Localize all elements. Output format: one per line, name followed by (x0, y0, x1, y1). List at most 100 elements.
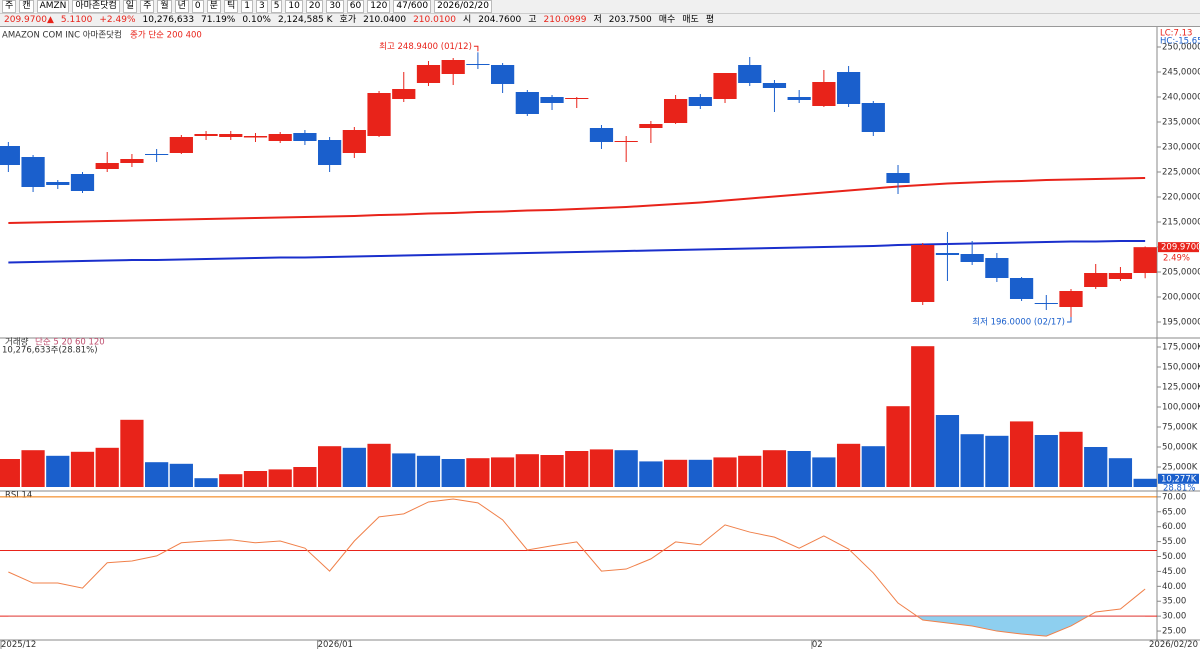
volume-bar (639, 461, 663, 487)
candle-body (762, 83, 787, 88)
volume-bar (787, 451, 811, 487)
toolbar-button[interactable]: 30 (326, 0, 344, 13)
quote-field: 시 (463, 15, 472, 25)
toolbar-button[interactable]: AMZN (36, 0, 70, 13)
toolbar-button[interactable]: 2026/02/20 (434, 0, 492, 13)
last-change: 2.49% (1163, 254, 1190, 264)
y-tick-label: 230,0000 (1162, 143, 1200, 153)
candle-body (861, 103, 885, 132)
toolbar-button[interactable]: 분 (206, 0, 221, 13)
candle-body (1108, 273, 1133, 279)
candle-body (713, 73, 737, 99)
volume-bar (145, 462, 169, 487)
candle-body (738, 65, 762, 83)
toolbar-button[interactable]: 20 (305, 0, 324, 13)
quote-field: 203.7500 (608, 15, 652, 25)
quote-field: 10,276,633 (142, 15, 195, 25)
candle-body (95, 163, 119, 169)
quote-field: 210.0400 (363, 15, 407, 25)
toolbar-button[interactable]: 0 (191, 0, 204, 13)
candle-body (540, 97, 564, 103)
candle-body (787, 97, 811, 100)
y-tick-label: 55.00 (1162, 537, 1186, 547)
quote-field: 매도 (682, 15, 699, 25)
volume-bar (0, 459, 20, 487)
toolbar: 주 캔 AMZN 아마존닷컴 일 주 월 년 0 분 틱 1 3 5 10 20 30 60 120 47/600 20… (0, 0, 1200, 14)
toolbar-button[interactable]: 년 (174, 0, 189, 13)
candle-body (911, 245, 935, 302)
candle-body (392, 89, 416, 99)
quote-field: 5.1100 (60, 15, 93, 25)
y-tick-label: 40.00 (1162, 582, 1186, 592)
quote-field: 210.0100 (413, 15, 457, 25)
y-tick-label: 245,0000 (1162, 68, 1200, 78)
candle-body (367, 93, 391, 136)
candle-body (1133, 247, 1157, 273)
rsi-line (8, 498, 1146, 637)
toolbar-button[interactable]: 주 (140, 0, 155, 13)
volume-bar (614, 450, 638, 487)
volume-bar (194, 478, 218, 487)
volume-bar (441, 459, 465, 487)
chart: 195,0000200,0000205,0000210,0000215,0000… (0, 27, 1200, 649)
volume-bar (342, 447, 366, 487)
volume-bar (95, 447, 119, 487)
toolbar-button[interactable]: 3 (255, 0, 268, 13)
volume-bar (243, 471, 268, 487)
rsi-fill (917, 616, 1089, 637)
volume-bar (861, 446, 885, 487)
toolbar-button[interactable]: 120 (367, 0, 391, 13)
volume-bar (21, 450, 45, 487)
y-tick-label: 25.00 (1162, 627, 1186, 637)
volume-bar (392, 453, 416, 487)
y-tick-label: 75,000K (1162, 423, 1198, 433)
volume-bar (589, 449, 614, 487)
y-tick-label: 175,000K (1162, 343, 1200, 353)
candle-body (46, 182, 70, 185)
y-tick-label: 125,000K (1162, 383, 1200, 393)
volume-bar (836, 443, 861, 487)
volume-bar (713, 457, 737, 487)
candle-body (70, 174, 95, 191)
candle-body (1034, 303, 1058, 304)
toolbar-button[interactable]: 주 (2, 0, 17, 13)
quote-field: 평 (705, 15, 715, 25)
toolbar-button[interactable]: 일 (122, 0, 138, 13)
toolbar-button[interactable]: 틱 (223, 0, 239, 13)
volume-bar (70, 451, 95, 487)
panel-note: 10,276,633주(28.81%) (2, 346, 98, 356)
y-tick-label: 100,000K (1162, 403, 1200, 413)
y-tick-label: 60.00 (1162, 522, 1186, 532)
annotation: 최저 196.0000 (02/17) (972, 317, 1065, 328)
quote-field: 209.9700▲ (4, 15, 54, 25)
quote-field: 호가 (339, 15, 357, 25)
last-price-box (1158, 242, 1199, 253)
candle-body (219, 134, 243, 137)
last-volume: 10,277K (1161, 474, 1197, 484)
candle-body (145, 154, 169, 155)
toolbar-button[interactable]: 월 (157, 0, 172, 13)
x-tick-label: 2025/12 (1, 640, 36, 649)
y-tick-label: 25,000K (1162, 463, 1198, 473)
toolbar-button[interactable]: 5 (270, 0, 283, 13)
candle-body (120, 159, 144, 163)
y-tick-label: 30.00 (1162, 612, 1186, 622)
candle-body (688, 97, 712, 106)
y-tick-label: 35.00 (1162, 597, 1186, 607)
panel-title: RSI 14 (5, 491, 32, 501)
toolbar-button[interactable]: 47/600 (393, 0, 432, 13)
y-tick-label: 45.00 (1162, 567, 1186, 577)
candle-body (515, 92, 539, 114)
toolbar-button[interactable]: 아마존닷컴 (72, 0, 120, 13)
toolbar-button[interactable]: 10 (285, 0, 303, 13)
toolbar-button[interactable]: 60 (346, 0, 365, 13)
candle-body (318, 140, 342, 165)
candle-body (1009, 278, 1034, 299)
candle-body (21, 157, 45, 187)
volume-bar (985, 435, 1009, 487)
toolbar-button[interactable]: 1 (241, 0, 253, 13)
candle-body (589, 128, 614, 142)
toolbar-button[interactable]: 캔 (19, 0, 34, 13)
volume-bar (663, 459, 688, 487)
volume-bar (120, 419, 144, 487)
